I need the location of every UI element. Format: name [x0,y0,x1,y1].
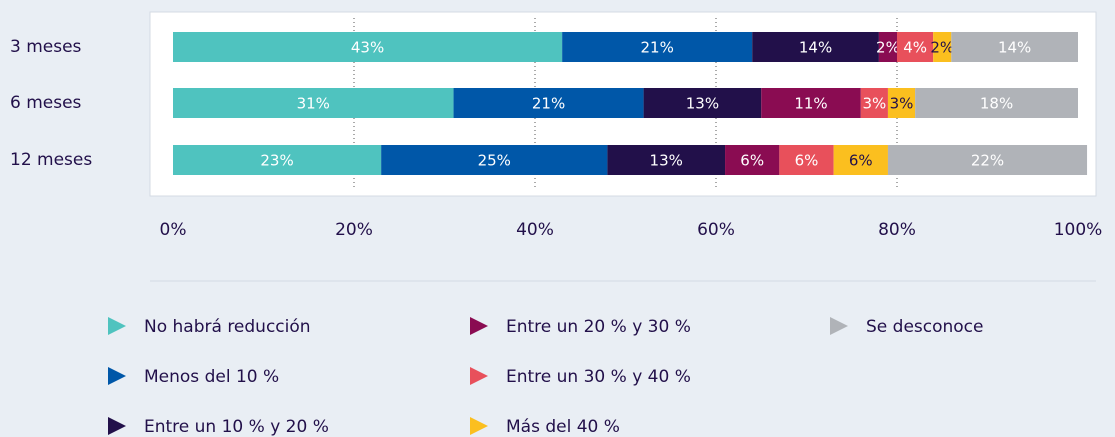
bar-segment [643,88,762,118]
legend-marker [470,317,488,335]
data-label: 2% [876,39,900,57]
bar-segment [173,32,563,62]
bar-segment [453,88,644,118]
x-tick-label: 40% [516,220,554,240]
bar-segment [173,88,454,118]
legend-marker [470,367,488,385]
data-label: 6% [740,152,764,170]
bar-segment [887,145,1088,175]
data-label: 14% [799,39,832,57]
data-label: 13% [650,152,683,170]
data-label: 2% [930,39,954,57]
legend-marker [470,417,488,435]
bar-segment [607,145,726,175]
x-tick-label: 20% [335,220,373,240]
bar-segment [933,32,952,62]
legend-marker [108,367,126,385]
legend-label: Entre un 20 % y 30 % [506,317,691,337]
x-tick-label: 0% [160,220,187,240]
data-label: 13% [686,95,719,113]
bar-segment [878,32,897,62]
data-label: 6% [795,152,819,170]
data-label: 25% [478,152,511,170]
y-tick-label: 6 meses [10,93,82,113]
bar-segment [887,88,916,118]
data-label: 23% [260,152,293,170]
y-tick-label: 12 meses [10,150,92,170]
legend-label: Menos del 10 % [144,367,279,387]
data-label: 18% [980,95,1013,113]
data-label: 31% [297,95,330,113]
bar-segment [725,145,780,175]
x-tick-label: 80% [878,220,916,240]
data-label: 11% [794,95,827,113]
legend-label: Se desconoce [866,317,984,337]
y-tick-label: 3 meses [10,37,82,57]
legend-label: Más del 40 % [506,417,620,437]
bar-segment [833,145,888,175]
data-label: 43% [351,39,384,57]
legend-label: Entre un 10 % y 20 % [144,417,329,437]
legend-marker [830,317,848,335]
bar-segment [761,88,861,118]
x-tick-label: 100% [1054,220,1103,240]
x-tick-label: 60% [697,220,735,240]
bar-segment [752,32,879,62]
bar-segment [173,145,382,175]
legend-label: No habrá reducción [144,317,311,337]
legend-marker [108,317,126,335]
bar-segment [779,145,834,175]
data-label: 4% [903,39,927,57]
legend-label: Entre un 30 % y 40 % [506,367,691,387]
data-label: 14% [998,39,1031,57]
bar-segment [951,32,1078,62]
data-label: 22% [971,152,1004,170]
bar-segment [562,32,753,62]
legend-marker [108,417,126,435]
bar-segment [860,88,888,118]
data-label: 21% [532,95,565,113]
bar-segment [897,32,934,62]
data-label: 21% [641,39,674,57]
data-label: 3% [862,95,886,113]
data-label: 3% [890,95,914,113]
bar-segment [915,88,1078,118]
data-label: 6% [849,152,873,170]
bar-segment [381,145,608,175]
